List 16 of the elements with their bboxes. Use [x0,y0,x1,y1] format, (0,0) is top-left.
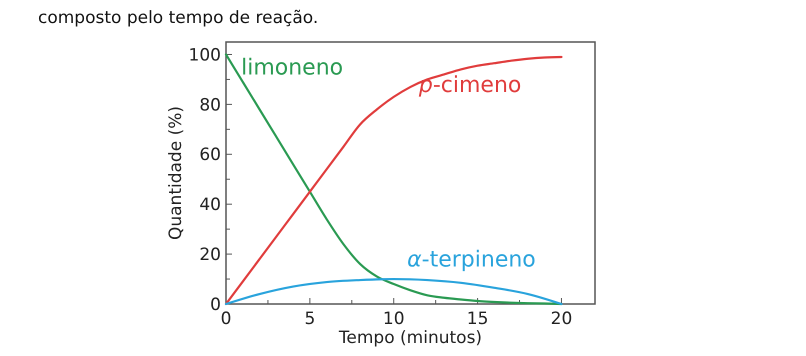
x-tick-label: 10 [382,309,405,329]
y-tick-label: 0 [210,294,221,315]
y-tick-label: 100 [188,45,221,66]
y-tick-label: 60 [199,145,221,166]
y-tick-label: 40 [199,195,221,216]
series-label: limoneno [241,55,344,80]
y-tick-label: 80 [199,95,221,116]
x-tick-label: 5 [304,309,316,329]
y-axis-title: Quantidade (%) [166,106,186,240]
line-series [224,278,563,306]
text: composto pelo tempo de reação. [38,8,318,28]
x-tick-label: 20 [550,309,572,329]
x-axis-title: Tempo (minutos) [338,328,482,348]
x-tick-label: 15 [466,309,488,329]
y-tick-label: 20 [199,245,221,266]
series-label: α-terpineno [407,248,536,273]
